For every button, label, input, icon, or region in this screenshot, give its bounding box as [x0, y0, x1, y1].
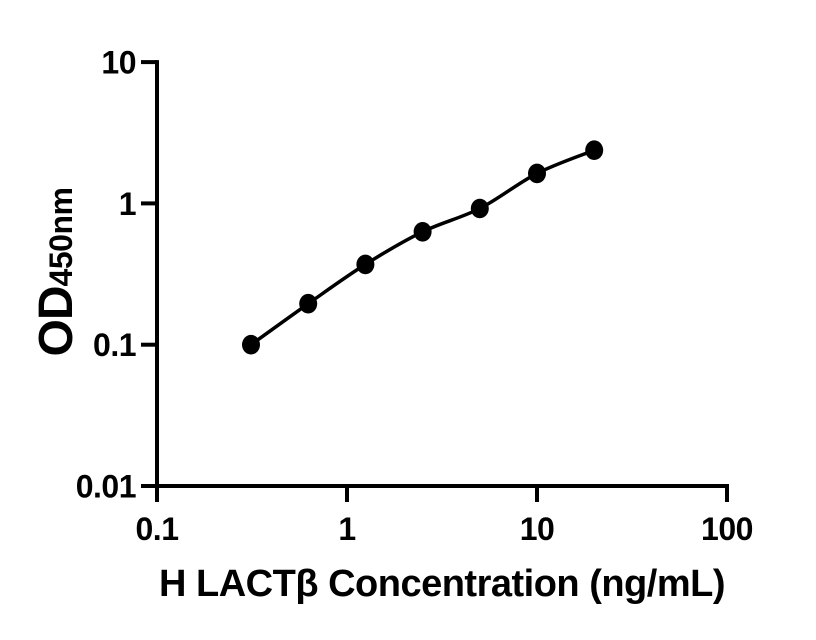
data-point [356, 254, 375, 275]
x-axis-title: H LACTβ Concentration (ng/mL) [159, 563, 725, 605]
data-point [585, 140, 604, 160]
y-tick-label: 0.1 [93, 327, 136, 363]
data-point [413, 222, 432, 242]
x-tick-label: 10 [520, 511, 555, 547]
x-tick-label: 100 [701, 511, 753, 547]
data-points-layer [242, 140, 604, 355]
axis-spine [155, 60, 729, 488]
data-point [242, 334, 260, 355]
x-tick-label: 1 [338, 511, 355, 547]
y-tick-label: 0.01 [76, 469, 136, 505]
y-tick-label: 10 [101, 45, 136, 81]
y-axis-title: OD450nm [30, 188, 83, 357]
data-point [470, 198, 489, 219]
data-point [299, 293, 318, 314]
data-point [528, 163, 546, 184]
y-axis-title-subscript: 450nm [43, 188, 79, 287]
x-tick-label: 0.1 [136, 511, 179, 547]
y-axis-title-main: OD [30, 286, 83, 356]
y-tick-label: 1 [119, 186, 136, 222]
